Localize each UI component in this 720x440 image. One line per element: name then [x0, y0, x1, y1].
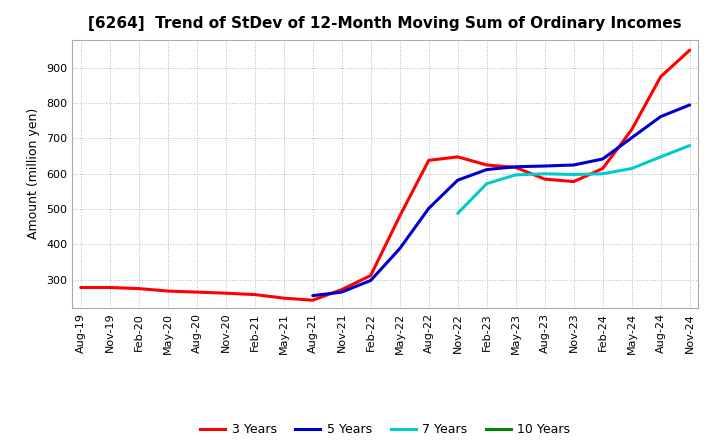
5 Years: [511, 164, 520, 169]
3 Years: [541, 176, 549, 182]
5 Years: [685, 102, 694, 107]
3 Years: [598, 166, 607, 171]
5 Years: [338, 290, 346, 295]
7 Years: [657, 154, 665, 159]
Line: 5 Years: 5 Years: [312, 105, 690, 296]
3 Years: [424, 158, 433, 163]
5 Years: [598, 156, 607, 161]
5 Years: [657, 114, 665, 119]
Legend: 3 Years, 5 Years, 7 Years, 10 Years: 3 Years, 5 Years, 7 Years, 10 Years: [195, 418, 575, 440]
Line: 3 Years: 3 Years: [81, 50, 690, 300]
3 Years: [395, 213, 404, 219]
3 Years: [570, 179, 578, 184]
3 Years: [366, 273, 375, 278]
3 Years: [76, 285, 85, 290]
3 Years: [454, 154, 462, 159]
7 Years: [627, 166, 636, 171]
3 Years: [685, 48, 694, 53]
5 Years: [482, 167, 491, 172]
3 Years: [279, 296, 288, 301]
5 Years: [424, 206, 433, 211]
3 Years: [105, 285, 114, 290]
3 Years: [251, 292, 259, 297]
5 Years: [395, 246, 404, 251]
5 Years: [627, 135, 636, 140]
3 Years: [135, 286, 143, 291]
5 Years: [454, 177, 462, 183]
3 Years: [627, 127, 636, 132]
Title: [6264]  Trend of StDev of 12-Month Moving Sum of Ordinary Incomes: [6264] Trend of StDev of 12-Month Moving…: [89, 16, 682, 32]
3 Years: [308, 297, 317, 303]
7 Years: [511, 172, 520, 177]
5 Years: [308, 293, 317, 298]
3 Years: [511, 165, 520, 170]
7 Years: [541, 171, 549, 176]
Y-axis label: Amount (million yen): Amount (million yen): [27, 108, 40, 239]
3 Years: [163, 288, 172, 293]
7 Years: [454, 211, 462, 216]
Line: 7 Years: 7 Years: [458, 146, 690, 213]
3 Years: [192, 290, 201, 295]
7 Years: [482, 181, 491, 186]
5 Years: [366, 278, 375, 283]
7 Years: [598, 171, 607, 176]
3 Years: [482, 162, 491, 168]
7 Years: [570, 172, 578, 177]
3 Years: [657, 74, 665, 79]
3 Years: [221, 290, 230, 296]
5 Years: [570, 162, 578, 168]
7 Years: [685, 143, 694, 148]
5 Years: [541, 163, 549, 169]
3 Years: [338, 287, 346, 292]
